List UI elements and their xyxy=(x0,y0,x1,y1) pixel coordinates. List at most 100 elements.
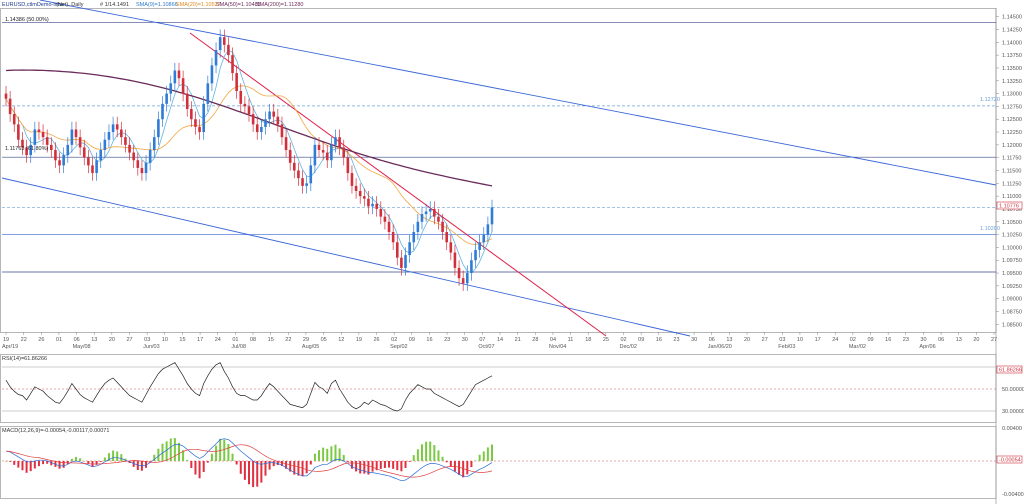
fib-label-top: 1.14386 (50.00%) xyxy=(5,17,49,23)
date-tick-label: 24 xyxy=(215,337,221,343)
candle-body xyxy=(17,124,20,140)
macd-histogram-bar xyxy=(392,461,395,469)
candle-body xyxy=(260,126,263,133)
channel-lines xyxy=(1,0,997,337)
header-ma3: SMA(50)=1.10485 xyxy=(216,2,261,8)
macd-histogram-bar xyxy=(198,461,201,479)
header-ma2: SMA(20)=1.10527 xyxy=(176,2,221,8)
price-tick-label: 1.10250 xyxy=(1002,233,1022,239)
macd-tick-label: -0.00400 xyxy=(1002,492,1024,498)
candle-body xyxy=(251,114,255,125)
candle-body xyxy=(330,144,333,161)
month-label: Nov/04 xyxy=(549,344,566,350)
macd-histogram-bar xyxy=(17,461,20,468)
candle-body xyxy=(66,144,70,156)
price-tick-label: 1.10000 xyxy=(1002,245,1022,251)
macd-histogram-bar xyxy=(264,461,267,476)
date-tick-label: 20 xyxy=(744,337,750,343)
month-label: Mar/02 xyxy=(849,344,866,350)
macd-histogram-bar xyxy=(37,461,40,467)
channel-lower-line xyxy=(1,177,691,337)
candle-body xyxy=(387,221,391,233)
macd-histogram-bar xyxy=(149,461,152,462)
sma-fast-line xyxy=(5,50,493,273)
date-tick-label: 17 xyxy=(815,337,821,343)
macd-histogram-bar xyxy=(206,461,209,463)
macd-histogram-bar xyxy=(153,454,156,461)
price-tick-label: 1.14500 xyxy=(1002,15,1022,21)
date-tick-label: 18 xyxy=(585,337,591,343)
candle-body xyxy=(408,242,411,256)
macd-panel: 0.004000.00000-0.00400 xyxy=(2,426,1024,498)
candle-body xyxy=(317,144,321,150)
macd-histogram-bar xyxy=(21,461,24,471)
candle-body xyxy=(165,93,168,104)
candle-body xyxy=(445,232,448,243)
macd-histogram-bar xyxy=(346,461,349,462)
candle-body xyxy=(210,65,214,84)
date-tick-label: 12 xyxy=(338,337,344,343)
macd-histogram-bar xyxy=(79,458,82,461)
date-tick-label: 26 xyxy=(374,337,380,343)
candle-body xyxy=(128,144,131,153)
candle-body xyxy=(190,108,193,120)
candle-body xyxy=(235,73,238,92)
price-tick-label: 1.11500 xyxy=(1002,169,1021,175)
price-tick-label: 1.12250 xyxy=(1002,130,1022,136)
candle-body xyxy=(243,103,247,107)
candle-body xyxy=(375,203,378,209)
price-axis: 1.14500 1.14250 1.14000 1.13750 1.13500 1.132… xyxy=(996,15,1022,328)
candle-body xyxy=(41,132,45,138)
month-label: Apr/19 xyxy=(2,344,18,350)
date-tick-label: 30 xyxy=(691,337,697,343)
candle-body xyxy=(400,257,403,268)
header-ma4: SMA(200)=1.11280 xyxy=(256,2,303,8)
macd-histogram-bar xyxy=(107,453,110,461)
candle-body xyxy=(8,98,12,115)
date-tick-label: 16 xyxy=(885,337,891,343)
candle-body xyxy=(161,103,164,120)
macd-histogram-bar xyxy=(474,460,477,462)
candle-body xyxy=(338,137,341,148)
macd-histogram-bar xyxy=(350,461,353,469)
macd-histogram-bar xyxy=(227,444,230,461)
date-tick-label: 30 xyxy=(920,337,926,343)
candle-body xyxy=(152,137,156,150)
macd-histogram-bar xyxy=(252,461,255,488)
macd-title: MACD(12,26,9)=-0.00054,-0.00117,0.00071 xyxy=(2,428,109,434)
candle-body xyxy=(218,37,222,51)
candle-body xyxy=(33,129,37,145)
date-tick-label: 22 xyxy=(285,337,291,343)
macd-histogram-bar xyxy=(103,457,106,461)
candle-body xyxy=(12,114,16,125)
macd-histogram-bar xyxy=(375,461,378,471)
macd-histogram-bar xyxy=(62,461,65,468)
candle-body xyxy=(383,216,387,222)
candle-body xyxy=(45,137,49,145)
candle-body xyxy=(453,252,457,268)
date-tick-label: 25 xyxy=(603,337,609,343)
date-tick-label: 20 xyxy=(973,337,979,343)
macd-histogram-bar xyxy=(289,461,292,472)
macd-histogram-bar xyxy=(355,461,358,472)
macd-histogram-bar xyxy=(136,461,139,470)
candle-body xyxy=(95,160,98,174)
price-tick-label: 1.09000 xyxy=(1002,297,1022,303)
macd-histogram-bar xyxy=(58,461,61,469)
macd-histogram-bar xyxy=(404,461,407,468)
date-tick-label: 23 xyxy=(673,337,679,343)
price-tick-label: 1.09750 xyxy=(1002,258,1022,264)
candle-body xyxy=(449,242,453,253)
candle-body xyxy=(78,137,82,148)
macd-panel-frame xyxy=(0,426,997,499)
candle-body xyxy=(214,50,218,66)
macd-histogram-bar xyxy=(482,451,485,461)
month-label: Jul/08 xyxy=(231,344,246,350)
macd-histogram-bar xyxy=(9,461,12,462)
candle-body xyxy=(148,149,152,163)
candle-body xyxy=(412,232,416,243)
macd-histogram-bar xyxy=(248,461,250,485)
macd-histogram-bar xyxy=(416,449,419,461)
macd-histogram-bar xyxy=(173,438,176,461)
